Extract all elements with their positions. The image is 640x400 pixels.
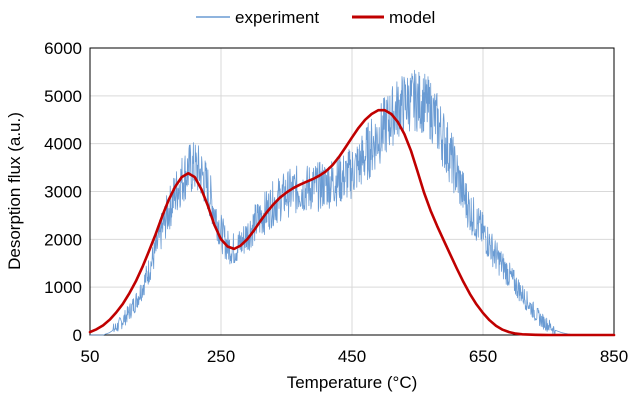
x-tick-label: 250 bbox=[207, 347, 235, 366]
legend-label-experiment: experiment bbox=[235, 8, 319, 27]
x-tick-label: 850 bbox=[600, 347, 628, 366]
y-tick-label: 2000 bbox=[44, 230, 82, 249]
series-layer bbox=[88, 69, 616, 337]
plot-area-border bbox=[89, 47, 615, 336]
y-tick-label: 0 bbox=[73, 326, 82, 345]
y-tick-label: 4000 bbox=[44, 135, 82, 154]
tick-labels: 0 1000 2000 3000 4000 5000 6000 50 250 450 650 850 bbox=[44, 39, 628, 366]
legend-label-model: model bbox=[389, 8, 435, 27]
y-tick-label: 3000 bbox=[44, 183, 82, 202]
x-tick-label: 50 bbox=[81, 347, 100, 366]
series-line-model bbox=[88, 108, 616, 337]
y-axis-title: Desorption flux (a.u.) bbox=[5, 112, 24, 270]
series-line-experiment bbox=[90, 69, 575, 336]
y-tick-label: 5000 bbox=[44, 87, 82, 106]
y-tick-label: 1000 bbox=[44, 278, 82, 297]
y-tick-label: 6000 bbox=[44, 39, 82, 58]
x-tick-label: 650 bbox=[469, 347, 497, 366]
legend: experiment model bbox=[196, 8, 435, 27]
x-tick-label: 450 bbox=[338, 347, 366, 366]
x-axis-title: Temperature (°C) bbox=[287, 373, 418, 392]
